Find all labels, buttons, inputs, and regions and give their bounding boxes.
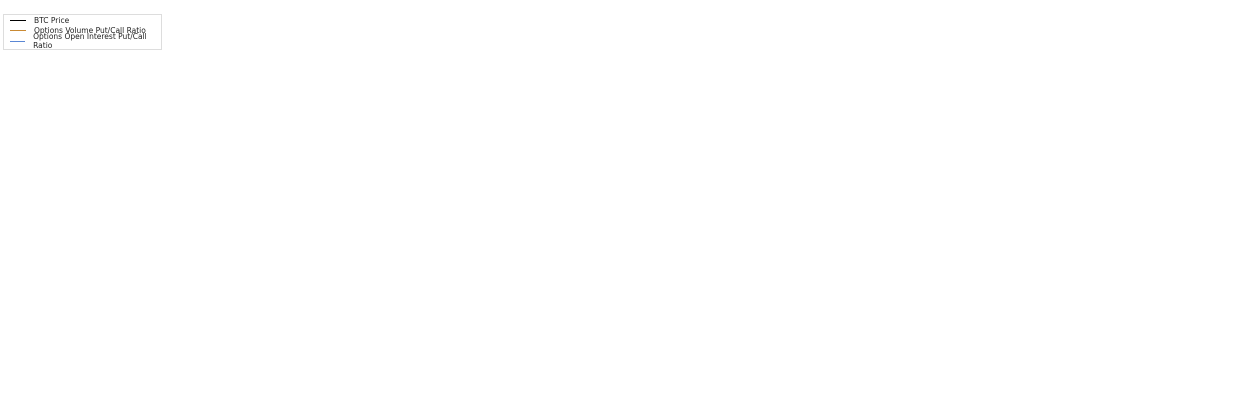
oi-tick-label: 0.48	[1223, 269, 1240, 278]
legend: BTC Price Options Volume Put/Call Ratio …	[3, 14, 162, 50]
btc-tick-label: 57500	[132, 315, 156, 324]
volume-tick-label: 0.5	[1180, 349, 1192, 358]
btc-tick-label: 72500	[132, 99, 156, 108]
x-tick-label: 2024-07	[899, 384, 931, 393]
btc-tick-label: 62500	[132, 243, 156, 252]
legend-label-volume: Options Volume Put/Call Ratio	[34, 26, 146, 36]
legend-swatch-btc	[10, 19, 26, 21]
legend-swatch-volume	[10, 30, 26, 32]
oi-tick-label: 0.58	[1223, 96, 1240, 105]
plot-frame	[158, 74, 1176, 382]
btc-tick-label: 67500	[132, 171, 156, 180]
x-tick-label: 2024-04	[342, 384, 374, 393]
volume-tick-label: 0.7	[1180, 198, 1192, 207]
x-tick-label: 2024-03	[153, 384, 185, 393]
x-tick-label: 2024-05	[526, 384, 558, 393]
btc-tick-label: 60000	[132, 279, 156, 288]
series-line-btc	[204, 94, 1130, 350]
oi-tick-label: 0.56	[1223, 131, 1240, 140]
chart-title: Options Put/Call Ratio	[618, 64, 716, 74]
x-tick-label: 2024-08	[1089, 384, 1121, 393]
btc-tick-label: 65000	[132, 207, 156, 216]
y-axis-label-btc: BTC Price	[122, 209, 131, 247]
volume-tick-label: 0.6	[1180, 273, 1192, 282]
legend-swatch-oi	[10, 40, 26, 42]
x-axis-label: Time	[656, 391, 677, 400]
legend-item-volume: Options Volume Put/Call Ratio	[4, 26, 161, 37]
legend-label-oi: Options Open Interest Put/Call Ratio	[33, 32, 147, 51]
oi-tick-label: 0.54	[1223, 166, 1240, 175]
oi-tick-label: 0.52	[1223, 200, 1240, 209]
series-line-oi	[204, 90, 1130, 368]
oi-tick-label: 0.44	[1223, 338, 1240, 347]
watermark: WTR	[615, 206, 656, 227]
legend-label-btc: BTC Price	[34, 15, 70, 25]
legend-item-btc: BTC Price	[4, 15, 161, 26]
y-axis-label-oi: Options Open Interest Put/Call Ratio	[1238, 156, 1247, 300]
btc-tick-label: 70000	[132, 135, 156, 144]
volume-tick-label: 0.8	[1180, 123, 1192, 132]
oi-tick-label: 0.46	[1223, 304, 1240, 313]
legend-item-oi: Options Open Interest Put/Call Ratio	[4, 32, 161, 50]
series-line-volume	[204, 89, 1130, 366]
y-axis-label-volume: Options Volume Put/Call Ratio	[1192, 168, 1201, 287]
oi-tick-label: 0.50	[1223, 235, 1240, 244]
btc-tick-label: 55000	[132, 351, 156, 360]
oi-tick-label: 0.42	[1223, 373, 1240, 382]
x-tick-label: 2024-06	[716, 384, 748, 393]
